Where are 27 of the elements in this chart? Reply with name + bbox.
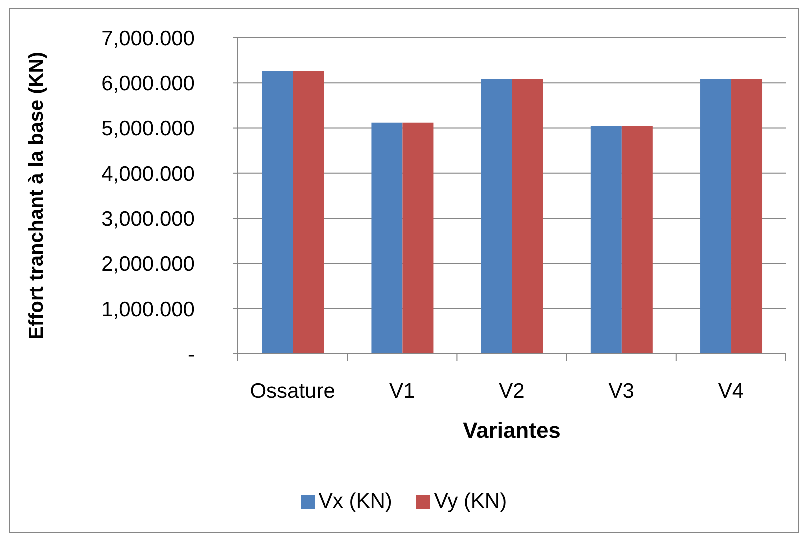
x-tick-label: V3 <box>608 380 634 402</box>
bar <box>481 80 512 354</box>
bar <box>262 70 294 354</box>
y-tick-label: 6,000.000 <box>102 72 195 96</box>
bar <box>402 122 434 354</box>
y-tick-label: - <box>188 343 195 366</box>
bar <box>512 80 544 354</box>
x-axis-title: Variantes <box>463 418 561 442</box>
x-tick-label: V2 <box>499 380 525 402</box>
bar <box>700 80 732 354</box>
bar <box>622 126 653 354</box>
bar <box>732 80 763 354</box>
y-tick-label: 2,000.000 <box>102 253 195 276</box>
bar <box>293 70 324 354</box>
y-tick-label: 1,000.000 <box>102 298 195 322</box>
y-tick-label: 7,000.000 <box>102 27 195 50</box>
y-tick-label: 4,000.000 <box>102 162 195 186</box>
legend-label: Vx (KN) <box>318 490 392 513</box>
y-tick-label: 5,000.000 <box>102 118 195 141</box>
x-tick-label: V4 <box>718 380 744 402</box>
bar <box>372 122 403 354</box>
x-tick-label: Ossature <box>250 380 336 402</box>
y-axis-title: Effort tranchant à la base (KN) <box>26 52 48 340</box>
legend-label: Vy (KN) <box>434 490 508 513</box>
x-tick-label: V1 <box>390 380 416 402</box>
bar <box>590 126 622 354</box>
y-tick-label: 3,000.000 <box>102 208 195 232</box>
